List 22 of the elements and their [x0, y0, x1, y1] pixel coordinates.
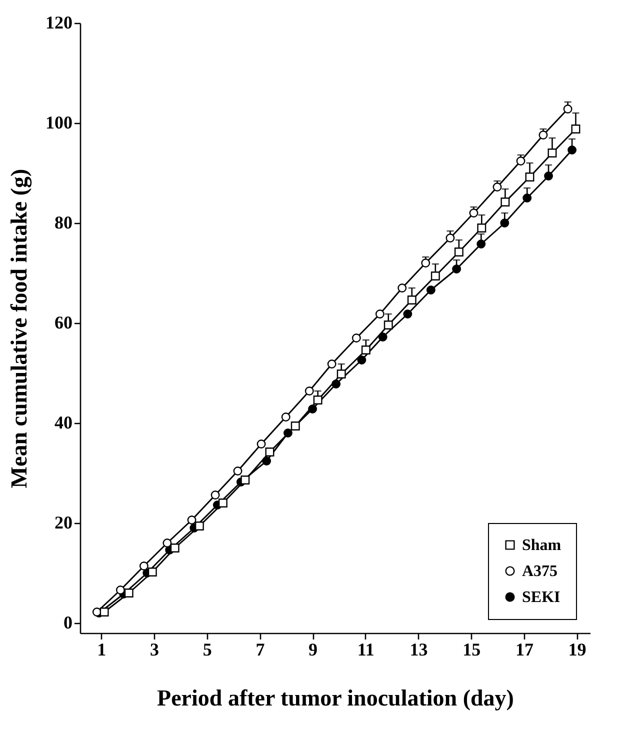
- y-tick-label: 0: [64, 612, 72, 632]
- x-tick-label: 7: [256, 640, 265, 660]
- y-axis-title: Mean cumulative food intake (g): [6, 168, 32, 488]
- y-tick-label: 60: [54, 312, 72, 332]
- legend-label: A375: [522, 563, 558, 580]
- y-tick-label: 20: [54, 512, 72, 532]
- x-tick-label: 17: [515, 640, 534, 660]
- x-tick-label: 3: [150, 640, 159, 660]
- y-tick-label: 40: [54, 412, 72, 432]
- x-axis-title: Period after tumor inoculation (day): [157, 686, 514, 710]
- legend-label: SEKI: [522, 589, 560, 606]
- y-tick-label: 100: [46, 112, 72, 132]
- x-tick-label: 19: [568, 640, 586, 660]
- y-tick-label: 80: [54, 212, 72, 232]
- x-tick-label: 1: [97, 640, 106, 660]
- y-tick-label: 120: [46, 12, 72, 32]
- x-tick-label: 9: [308, 640, 318, 660]
- x-tick-label: 13: [410, 640, 428, 660]
- legend-label: Sham: [522, 537, 562, 554]
- x-tick-label: 5: [202, 640, 212, 660]
- x-tick-label: 15: [462, 640, 481, 660]
- x-tick-label: 11: [357, 640, 374, 660]
